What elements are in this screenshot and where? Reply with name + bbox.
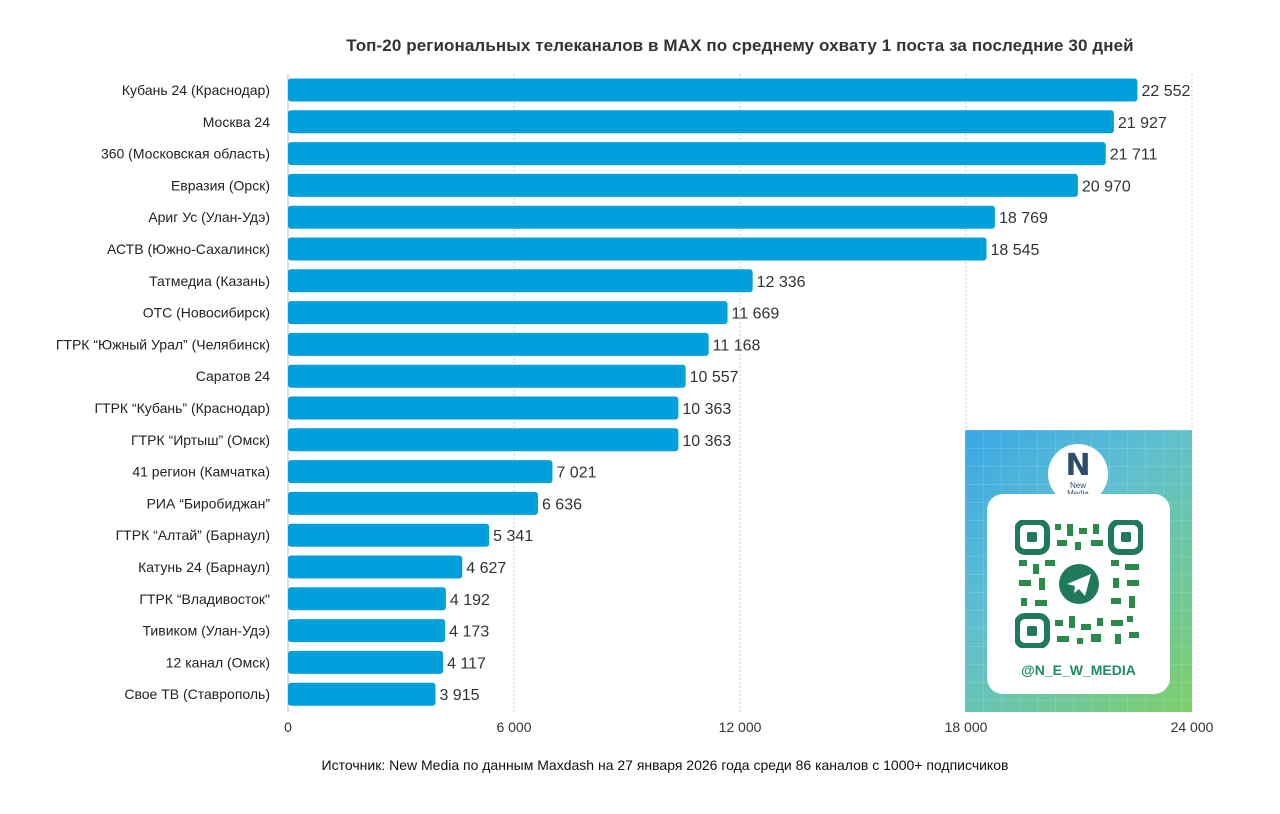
category-label: Евразия (Орск) [171,177,270,193]
value-label: 4 627 [466,560,506,577]
category-label: ГТРК “Иртыш” (Омск) [131,432,270,448]
category-label: ОТС (Новосибирск) [143,305,270,321]
bar [288,396,679,420]
value-label: 21 927 [1118,115,1167,132]
bar [288,523,490,547]
value-label: 3 915 [439,687,479,704]
value-label: 4 173 [449,624,489,641]
x-tick-label: 18 000 [945,719,988,735]
category-label: Свое ТВ (Ставрополь) [124,686,270,702]
value-label: 6 636 [542,496,582,513]
value-label: 5 341 [493,528,533,545]
value-label: 7 021 [556,465,596,482]
bar [288,460,553,484]
value-label: 4 117 [447,655,486,672]
bar [288,173,1078,197]
value-label: 4 192 [450,592,490,609]
category-label: ГТРК “Южный Урал” (Челябинск) [56,336,270,352]
category-label: 12 канал (Омск) [166,654,270,670]
value-label: 12 336 [757,274,806,291]
x-tick-label: 12 000 [719,719,762,735]
logo-letter: N [1065,448,1091,483]
value-label: 20 970 [1082,178,1131,195]
value-label: 18 769 [999,210,1048,227]
bar [288,650,444,674]
category-label: Катунь 24 (Барнаул) [138,559,270,575]
value-label: 22 552 [1141,83,1190,100]
category-label: 41 регион (Камчатка) [132,464,270,480]
category-label: ГТРК “Владивосток" [139,591,270,607]
category-label: ГТРК “Алтай” (Барнаул) [116,527,270,543]
category-label: Кубань 24 (Краснодар) [122,82,270,98]
bar [288,332,709,356]
bar [288,587,446,611]
bar [288,364,686,388]
category-label: Татмедиа (Казань) [149,273,270,289]
value-label: 10 363 [682,401,731,418]
category-label: Ариг Ус (Улан-Удэ) [148,209,270,225]
logo-text-media: Media [1048,490,1108,498]
value-label: 11 168 [713,337,761,354]
telegram-handle[interactable]: @N_E_W_MEDIA [1021,662,1136,678]
promo-banner[interactable]: N New Media [965,430,1192,712]
bar [288,237,987,261]
bar [288,301,728,325]
category-label: РИА “Биробиджан” [147,495,271,511]
chart-title: Топ-20 региональных телеканалов в MAX по… [346,36,1134,55]
value-label: 10 363 [682,433,731,450]
bar [288,205,995,229]
bar [288,110,1114,134]
category-label: Саратов 24 [196,368,270,384]
value-label: 10 557 [690,369,739,386]
category-label: 360 (Московская область) [101,146,270,162]
value-label: 21 711 [1110,147,1158,164]
bar [288,78,1138,102]
category-label: Москва 24 [203,114,270,130]
bar [288,428,679,452]
bar [288,555,463,579]
category-label: Тивиком (Улан-Удэ) [143,623,271,639]
qr-card[interactable]: @N_E_W_MEDIA [987,494,1170,694]
bar [288,142,1106,166]
source-note: Источник: New Media по данным Maxdash на… [321,757,1009,773]
bar [288,269,753,293]
bar [288,619,446,643]
qr-code-telegram-icon[interactable] [1015,520,1143,648]
x-tick-label: 24 000 [1171,719,1214,735]
bar [288,491,538,515]
value-label: 18 545 [991,242,1040,259]
value-label: 11 669 [732,306,780,323]
x-tick-label: 6 000 [496,719,531,735]
category-label: АСТВ (Южно-Сахалинск) [107,241,270,257]
x-tick-label: 0 [284,719,292,735]
bar [288,682,436,706]
category-label: ГТРК “Кубань” (Краснодар) [94,400,270,416]
logo-text-new: New [1069,481,1086,490]
